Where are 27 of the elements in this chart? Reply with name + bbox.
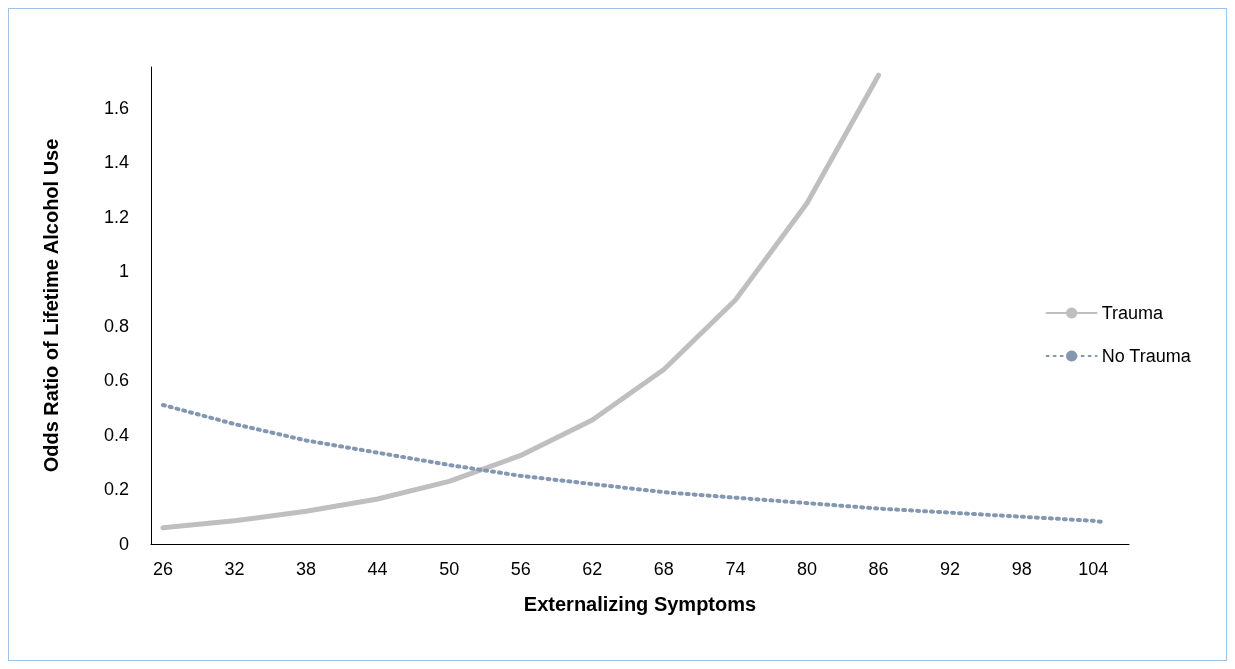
x-tick-label: 50 xyxy=(439,559,460,579)
y-tick-label: 0.8 xyxy=(103,315,129,336)
x-tick-label: 38 xyxy=(296,559,317,579)
x-tick-label: 86 xyxy=(868,559,889,579)
x-axis-title: Externalizing Symptoms xyxy=(523,593,757,615)
x-tick-label: 92 xyxy=(940,559,961,579)
legend-label: No Trauma xyxy=(1101,346,1192,366)
y-axis-title: Odds Ratio of Lifetime Alcohol Use xyxy=(40,138,62,473)
y-tick-label: 0.2 xyxy=(103,479,129,500)
y-tick-label: 1.6 xyxy=(103,97,129,118)
x-tick-label: 44 xyxy=(367,559,388,579)
x-tick-label: 32 xyxy=(224,559,245,579)
x-tick-label: 80 xyxy=(796,559,817,579)
x-tick-label: 98 xyxy=(1011,559,1032,579)
y-tick-label: 1.2 xyxy=(103,206,129,227)
x-tick-label: 56 xyxy=(510,559,531,579)
y-tick-label: 0.6 xyxy=(103,370,129,391)
y-tick-label: 0.4 xyxy=(103,424,129,445)
y-tick-label: 1 xyxy=(118,261,129,282)
y-tick-label: 1.4 xyxy=(103,152,129,173)
x-tick-label: 104 xyxy=(1078,559,1109,579)
x-tick-label: 68 xyxy=(653,559,674,579)
y-tick-label: 0 xyxy=(118,534,129,554)
x-tick-label: 62 xyxy=(582,559,603,579)
x-tick-label: 74 xyxy=(725,559,746,579)
x-tick-label: 26 xyxy=(152,559,173,579)
legend-label: Trauma xyxy=(1101,303,1164,323)
